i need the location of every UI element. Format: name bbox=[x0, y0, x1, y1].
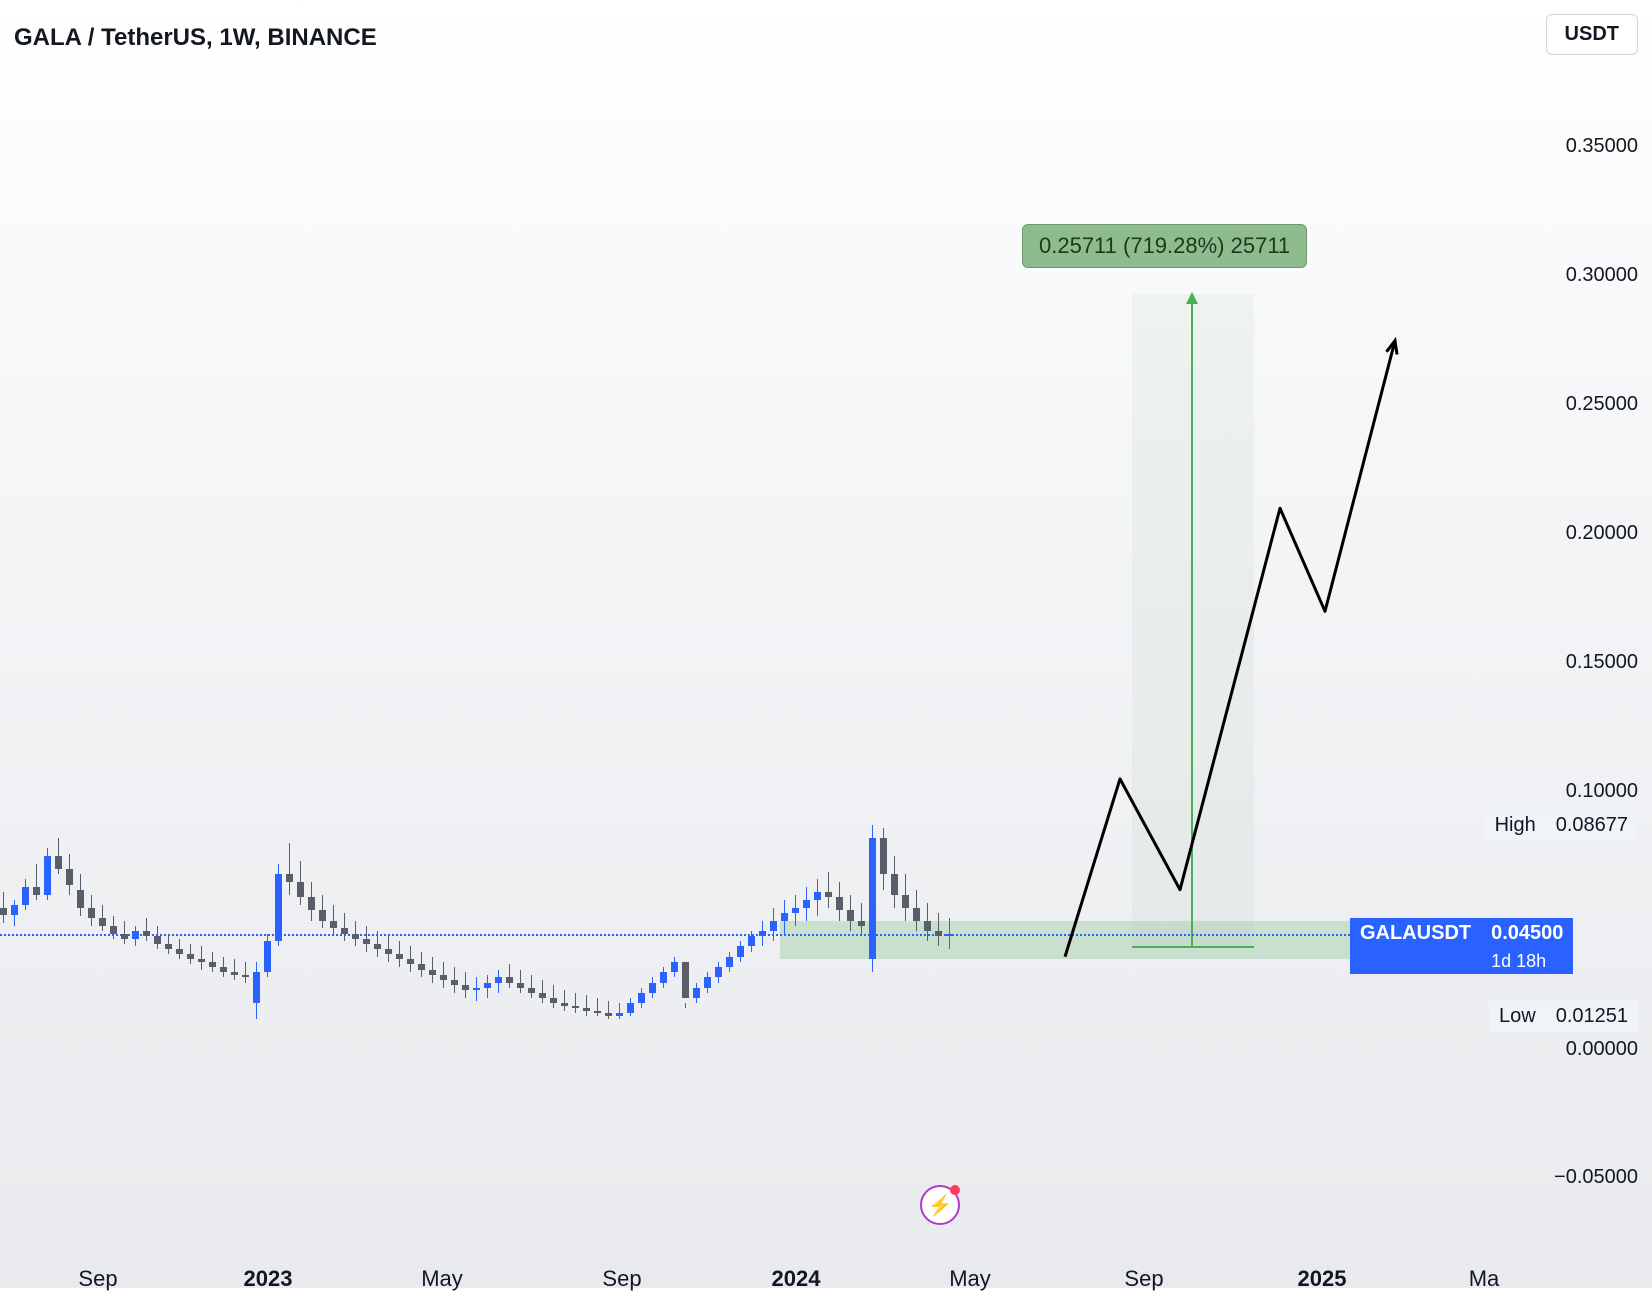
symbol-price-badge[interactable]: GALAUSDT 0.04500 1d 18h bbox=[1350, 918, 1573, 974]
low-label: Low bbox=[1489, 1001, 1546, 1032]
x-tick-label: 2024 bbox=[772, 1266, 821, 1292]
candlestick-series[interactable] bbox=[0, 0, 1510, 1230]
y-tick-label: 0.25000 bbox=[1566, 393, 1638, 416]
y-tick-label: 0.15000 bbox=[1566, 651, 1638, 674]
platform-logo-icon[interactable]: ⚡ bbox=[920, 1185, 960, 1225]
y-tick-label: −0.05000 bbox=[1554, 1166, 1638, 1189]
x-tick-label: Sep bbox=[602, 1266, 641, 1292]
symbol-price: 0.04500 bbox=[1481, 918, 1573, 949]
x-tick-label: May bbox=[421, 1266, 463, 1292]
low-badge: Low 0.01251 bbox=[1489, 1001, 1638, 1032]
x-tick-label: 2023 bbox=[244, 1266, 293, 1292]
high-label: High bbox=[1485, 810, 1546, 841]
x-tick-label: Sep bbox=[78, 1266, 117, 1292]
x-tick-label: 2025 bbox=[1298, 1266, 1347, 1292]
symbol-name: GALAUSDT bbox=[1350, 918, 1481, 974]
y-tick-label: 0.35000 bbox=[1566, 135, 1638, 158]
low-value: 0.01251 bbox=[1546, 1001, 1638, 1032]
symbol-countdown: 1d 18h bbox=[1481, 949, 1573, 974]
high-badge: High 0.08677 bbox=[1485, 810, 1638, 841]
y-tick-label: 0.20000 bbox=[1566, 522, 1638, 545]
y-tick-label: 0.30000 bbox=[1566, 264, 1638, 287]
high-value: 0.08677 bbox=[1546, 810, 1638, 841]
x-tick-label: May bbox=[949, 1266, 991, 1292]
x-tick-label: Sep bbox=[1124, 1266, 1163, 1292]
bolt-icon: ⚡ bbox=[928, 1193, 953, 1218]
y-tick-label: 0.10000 bbox=[1566, 780, 1638, 803]
y-tick-label: 0.00000 bbox=[1566, 1038, 1638, 1061]
x-tick-label: Ma bbox=[1469, 1266, 1500, 1292]
currency-badge[interactable]: USDT bbox=[1546, 14, 1638, 55]
